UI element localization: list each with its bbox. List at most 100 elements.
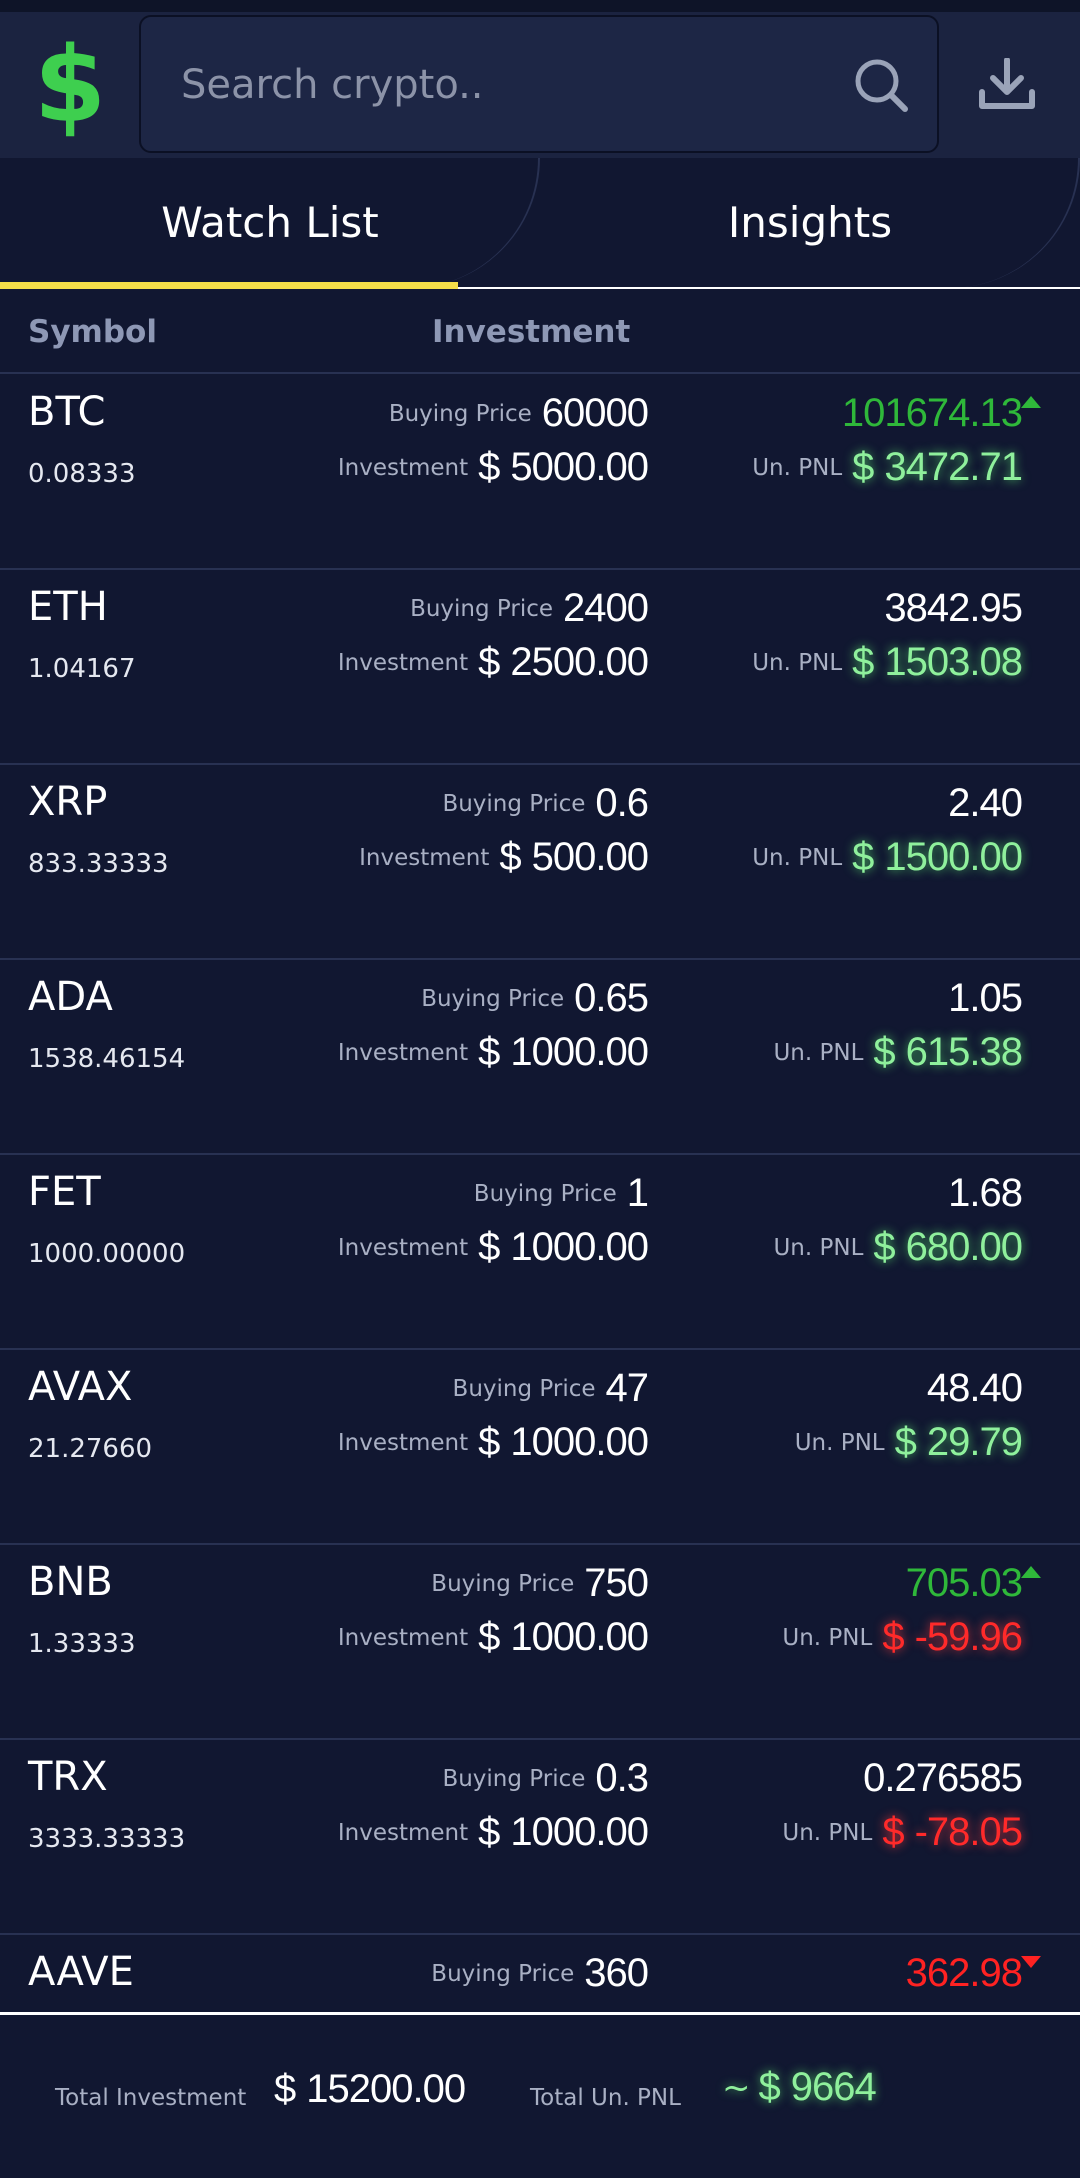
un-pnl-value: -59.96	[914, 1615, 1023, 1659]
un-pnl-label: Un. PNL	[752, 844, 843, 871]
table-row[interactable]: BNB 1.33333 Buying Price 750 Investment $1000…	[0, 1545, 1080, 1740]
investment-value: 5000.00	[510, 445, 649, 489]
un-pnl-value: 1503.08	[884, 640, 1023, 684]
investment-value: 1000.00	[510, 1030, 649, 1074]
buying-price-value: 0.65	[574, 976, 649, 1020]
buying-price-label: Buying Price	[442, 790, 586, 817]
column-investment[interactable]: Investment	[432, 314, 631, 350]
table-row[interactable]: ETH 1.04167 Buying Price 2400 Investment $250…	[0, 570, 1080, 765]
search-box[interactable]	[139, 15, 939, 153]
search-input[interactable]	[181, 47, 821, 123]
investment-value: 500.00	[531, 835, 649, 879]
current-price: 705.03	[906, 1561, 1023, 1606]
currency-symbol: $	[478, 1030, 501, 1074]
current-price: 0.276585	[863, 1756, 1023, 1801]
buying-price: Buying Price 60000	[389, 391, 649, 436]
currency-symbol: $	[852, 835, 875, 879]
current-price: 1.05	[948, 976, 1023, 1021]
buying-price-value: 2400	[563, 586, 649, 630]
buying-price-value: 1	[626, 1171, 649, 1215]
un-pnl-value: 1500.00	[884, 835, 1023, 879]
investment: Investment $1000.00	[338, 1810, 649, 1855]
coin-symbol: TRX	[28, 1754, 108, 1800]
investment-label: Investment	[337, 454, 469, 481]
current-price-value: 1.68	[948, 1171, 1023, 1215]
investment-label: Investment	[337, 1429, 469, 1456]
tab-underline	[0, 287, 1080, 289]
unrealized-pnl: Un. PNL $1500.00	[752, 835, 1023, 880]
un-pnl-label: Un. PNL	[752, 649, 843, 676]
buying-price: Buying Price 1	[474, 1171, 649, 1216]
table-row[interactable]: TRX 3333.33333 Buying Price 0.3 Investment $1…	[0, 1740, 1080, 1935]
buying-price-label: Buying Price	[421, 985, 565, 1012]
tab-watch-list[interactable]: Watch List	[161, 198, 379, 247]
current-price: 101674.13	[842, 391, 1023, 436]
table-row[interactable]: XRP 833.33333 Buying Price 0.6 Investment $50…	[0, 765, 1080, 960]
buying-price-label: Buying Price	[442, 1765, 586, 1792]
table-row[interactable]: AAVE Buying Price 360 362.98	[0, 1935, 1080, 2012]
investment: Investment $1000.00	[338, 1225, 649, 1270]
coin-quantity: 833.33333	[28, 849, 169, 879]
current-price-value: 48.40	[926, 1366, 1023, 1410]
coin-quantity: 3333.33333	[28, 1824, 186, 1854]
currency-symbol: $	[852, 445, 875, 489]
unrealized-pnl: Un. PNL $3472.71	[752, 445, 1023, 490]
unrealized-pnl: Un. PNL $615.38	[773, 1030, 1023, 1075]
investment-value: 1000.00	[510, 1225, 649, 1269]
buying-price: Buying Price 0.6	[442, 781, 649, 826]
current-price-value: 0.276585	[863, 1756, 1023, 1800]
currency-symbol: $	[882, 1615, 905, 1659]
status-strip	[0, 0, 1080, 12]
buying-price-label: Buying Price	[431, 1570, 575, 1597]
search-icon[interactable]	[851, 55, 911, 115]
currency-symbol: $	[882, 1810, 905, 1854]
coin-symbol: ETH	[28, 584, 108, 630]
dollar-logo-icon: $	[33, 24, 107, 146]
un-pnl-label: Un. PNL	[782, 1624, 873, 1651]
unrealized-pnl: Un. PNL $1503.08	[752, 640, 1023, 685]
trend-up-icon	[1021, 1566, 1041, 1578]
buying-price-value: 360	[584, 1951, 649, 1995]
buying-price: Buying Price 750	[431, 1561, 649, 1606]
coin-quantity: 1538.46154	[28, 1044, 186, 1074]
investment-label: Investment	[359, 844, 490, 871]
table-row[interactable]: BTC 0.08333 Buying Price 60000 Investment $50…	[0, 375, 1080, 570]
tab-insights[interactable]: Insights	[727, 198, 893, 247]
buying-price: Buying Price 47	[453, 1366, 649, 1411]
current-price-value: 3842.95	[884, 586, 1023, 630]
buying-price-label: Buying Price	[410, 595, 554, 622]
current-price-value: 362.98	[905, 1951, 1023, 1995]
download-icon[interactable]	[978, 58, 1036, 110]
current-price-value: 2.40	[948, 781, 1023, 825]
coin-quantity: 0.08333	[28, 459, 136, 489]
current-price: 1.68	[948, 1171, 1023, 1216]
investment: Investment $1000.00	[338, 1615, 649, 1660]
un-pnl-label: Un. PNL	[782, 1819, 873, 1846]
tab-bar: Watch List Insights	[0, 158, 1080, 288]
table-row[interactable]: FET 1000.00000 Buying Price 1 Investment $100…	[0, 1155, 1080, 1350]
unrealized-pnl: Un. PNL $ -78.05	[782, 1810, 1023, 1855]
total-pnl-label: Total Un. PNL	[530, 2085, 681, 2111]
active-tab-indicator	[0, 282, 458, 289]
approx-symbol: ~	[722, 2067, 751, 2108]
buying-price-value: 750	[584, 1561, 649, 1605]
trend-down-icon	[1021, 1956, 1041, 1968]
table-row[interactable]: AVAX 21.27660 Buying Price 47 Investment $100…	[0, 1350, 1080, 1545]
investment: Investment $500.00	[359, 835, 649, 880]
currency-symbol: $	[478, 1615, 501, 1659]
app-header: $	[0, 0, 1080, 158]
column-symbol[interactable]: Symbol	[28, 314, 157, 350]
buying-price: Buying Price 2400	[410, 586, 649, 631]
coin-quantity: 1.33333	[28, 1629, 136, 1659]
currency-symbol: $	[478, 1810, 501, 1854]
total-investment-label: Total Investment	[55, 2085, 247, 2111]
investment-value: 1000.00	[510, 1615, 649, 1659]
coin-symbol: ADA	[28, 974, 113, 1020]
coin-symbol: AAVE	[28, 1949, 134, 1995]
buying-price-value: 0.6	[595, 781, 649, 825]
table-row[interactable]: ADA 1538.46154 Buying Price 0.65 Investment $…	[0, 960, 1080, 1155]
buying-price: Buying Price 0.3	[442, 1756, 649, 1801]
un-pnl-label: Un. PNL	[794, 1429, 885, 1456]
unrealized-pnl: Un. PNL $29.79	[794, 1420, 1023, 1465]
coin-symbol: BNB	[28, 1559, 113, 1605]
